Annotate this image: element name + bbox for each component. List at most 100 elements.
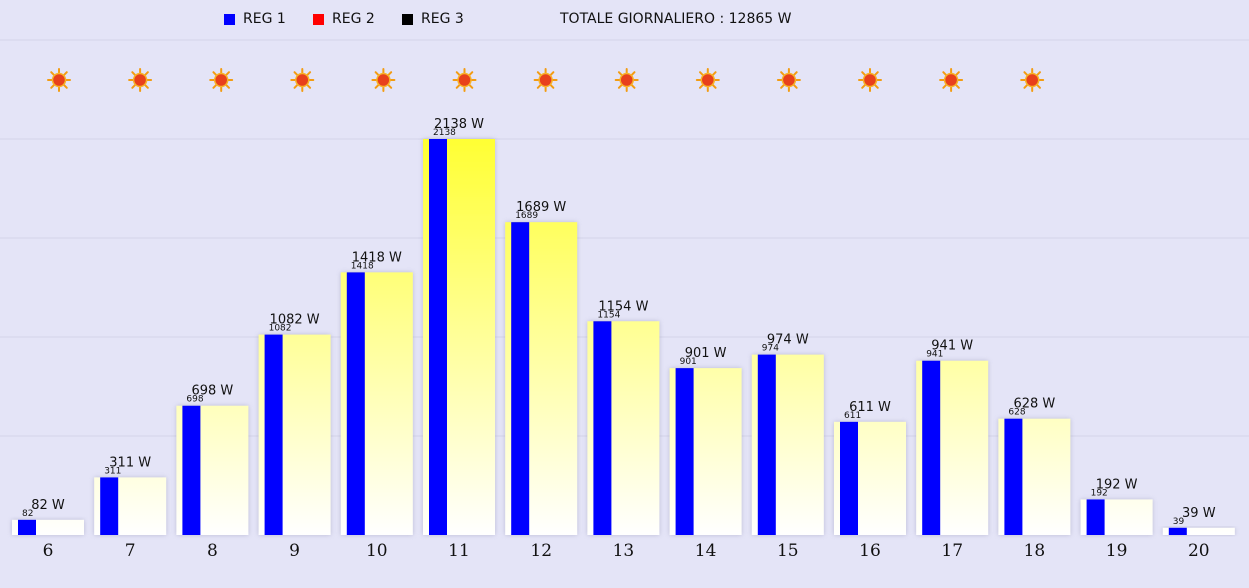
x-tick-label: 9 <box>289 541 300 561</box>
sun-core <box>700 72 716 88</box>
legend-swatch-blue <box>224 13 235 25</box>
bars <box>12 139 1235 536</box>
reg1-value-label: 82 <box>22 509 33 519</box>
sun-icon <box>776 68 801 92</box>
reg1-bar <box>100 477 119 535</box>
sun-ray <box>630 83 636 89</box>
sun-ray <box>306 83 312 89</box>
sun-ray <box>780 71 785 77</box>
total-label: 1082 W <box>270 313 320 328</box>
sun-ray <box>387 71 393 77</box>
sun-icon <box>1020 68 1045 92</box>
reg1-value-label: 698 <box>186 395 203 405</box>
reg1-bar <box>922 360 941 535</box>
sun-ray <box>955 83 960 89</box>
sun-core <box>862 72 878 88</box>
sun-ray <box>62 83 68 89</box>
reg1-value-label: 311 <box>104 466 121 476</box>
total-label: 1418 W <box>352 250 402 265</box>
legend-label: REG 1 <box>243 11 286 27</box>
x-tick-label: 18 <box>1024 541 1046 561</box>
total-label: 192 W <box>1096 477 1138 492</box>
legend-label: REG 3 <box>421 11 464 27</box>
x-tick-label: 10 <box>366 541 388 561</box>
sun-ray <box>942 83 948 89</box>
sun-row <box>47 68 1045 92</box>
sun-ray <box>62 71 68 77</box>
sun-ray <box>212 83 218 89</box>
total-label: 1154 W <box>598 299 648 314</box>
sun-core <box>213 72 229 88</box>
legend-label: REG 2 <box>332 11 375 27</box>
total-label: 901 W <box>685 346 727 361</box>
sun-core <box>943 72 959 88</box>
daily-total: TOTALE GIORNALIERO : 12865 W <box>560 11 791 27</box>
sun-ray <box>468 71 474 77</box>
reg1-value-label: 974 <box>762 344 779 354</box>
x-tick-label: 14 <box>695 541 717 561</box>
sun-icon <box>939 68 964 92</box>
sun-ray <box>699 83 704 89</box>
sun-icon <box>371 68 396 92</box>
x-tick-label: 13 <box>613 541 635 561</box>
sun-core <box>1024 72 1040 88</box>
sun-core <box>538 72 553 88</box>
reg1-bar <box>675 368 694 535</box>
sun-ray <box>861 83 867 89</box>
sun-ray <box>468 83 474 89</box>
total-label: 2138 W <box>434 117 484 132</box>
sun-ray <box>711 83 717 89</box>
sun-ray <box>955 71 960 77</box>
legend-item-reg3: REG 3 <box>402 11 464 27</box>
reg1-bar <box>264 334 283 535</box>
daily-total-label: TOTALE GIORNALIERO : <box>560 11 725 27</box>
sun-ray <box>942 71 948 77</box>
reg1-bar <box>182 405 201 535</box>
sun-icon <box>614 68 639 92</box>
sun-ray <box>225 83 230 89</box>
sun-ray <box>131 83 137 89</box>
sun-ray <box>536 71 542 77</box>
reg1-bar <box>1004 418 1023 535</box>
x-tick-label: 16 <box>859 541 881 561</box>
reg1-bar <box>1086 499 1105 535</box>
legend-swatch-red <box>313 13 324 25</box>
x-tick-label: 19 <box>1106 541 1128 561</box>
sun-ray <box>617 71 623 77</box>
sun-ray <box>374 71 380 77</box>
sun-core <box>51 72 67 88</box>
sun-ray <box>1036 83 1041 89</box>
x-tick-label: 20 <box>1188 541 1210 561</box>
sun-ray <box>630 71 636 77</box>
sun-ray <box>699 71 704 77</box>
x-tick-label: 8 <box>207 541 218 561</box>
reg1-value-label: 39 <box>1173 517 1185 527</box>
sun-ray <box>455 83 461 89</box>
sun-icon <box>452 68 477 92</box>
sun-ray <box>306 71 312 77</box>
reg1-bar <box>593 321 612 535</box>
sun-ray <box>1036 71 1041 77</box>
sun-icon <box>47 68 71 92</box>
reg1-bar <box>429 139 447 535</box>
sun-ray <box>293 71 299 77</box>
sun-icon <box>209 68 234 92</box>
sun-ray <box>144 71 149 77</box>
total-label: 1689 W <box>516 200 566 215</box>
x-tick-label: 12 <box>530 541 552 561</box>
reg1-value-label: 611 <box>844 411 861 421</box>
sun-core <box>132 72 148 88</box>
legend-item-reg2: REG 2 <box>313 11 375 27</box>
reg1-bar <box>757 354 776 535</box>
reg1-bar <box>346 272 365 535</box>
total-label: 311 W <box>109 455 151 470</box>
total-label: 941 W <box>931 339 973 354</box>
sun-ray <box>144 83 149 89</box>
sun-core <box>781 72 797 88</box>
sun-ray <box>861 71 867 77</box>
reg1-value-label: 941 <box>926 350 943 360</box>
sun-icon <box>695 68 720 92</box>
sun-core <box>295 72 310 88</box>
reg1-bar <box>1168 527 1187 535</box>
